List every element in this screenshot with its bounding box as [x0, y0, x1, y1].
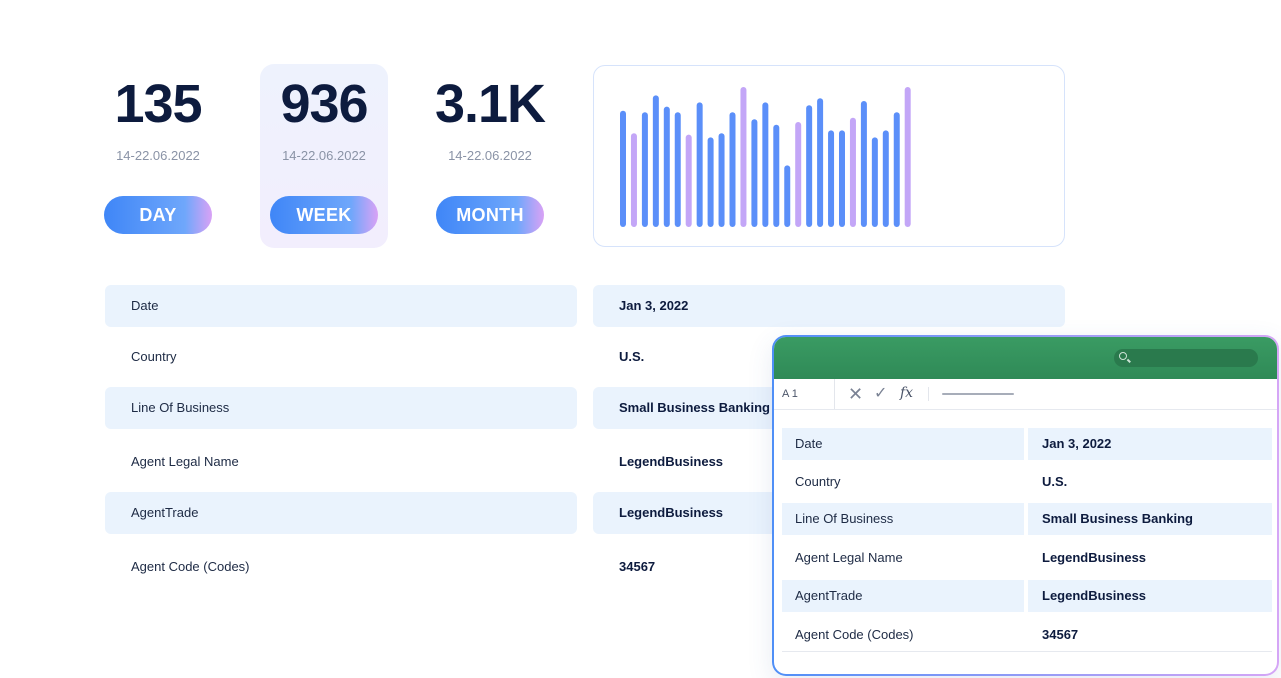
- cell-value[interactable]: LegendBusiness: [1042, 588, 1147, 603]
- chart-bar: [685, 134, 692, 227]
- stat-date-range: 14-22.06.2022: [448, 148, 532, 163]
- chart-bar: [871, 137, 878, 227]
- chart-bar: [641, 112, 648, 227]
- function-icon[interactable]: fx: [900, 385, 914, 401]
- row-value: Small Business Banking: [619, 400, 770, 415]
- cell-label[interactable]: Line Of Business: [795, 511, 894, 526]
- cell-value[interactable]: 34567: [1042, 627, 1079, 642]
- chart-bar: [839, 130, 845, 227]
- chart-bar: [674, 112, 681, 227]
- stat-card-month: 3.1K 14-22.06.2022 MONTH: [426, 64, 554, 248]
- row-value: Jan 3, 2022: [619, 298, 689, 313]
- chart-bar: [762, 102, 769, 227]
- row-value: 34567: [619, 559, 656, 574]
- sheet-row: Agent Legal Name LegendBusiness: [782, 542, 1272, 574]
- chart-bar: [828, 130, 835, 227]
- search-input[interactable]: [1114, 349, 1258, 367]
- chart-bar: [882, 130, 889, 227]
- stat-card-week: 936 14-22.06.2022 WEEK: [260, 64, 388, 248]
- row-label: Agent Code (Codes): [131, 559, 250, 574]
- cell-label[interactable]: Agent Legal Name: [795, 550, 903, 565]
- day-button[interactable]: DAY: [104, 196, 212, 234]
- chart-bar: [904, 87, 911, 227]
- table-row: Country U.S.: [105, 336, 1065, 378]
- chart-bar: [751, 119, 758, 227]
- chart-bar: [773, 124, 780, 227]
- chart-bar: [795, 122, 802, 227]
- divider: [834, 379, 835, 409]
- bar-chart-card: [593, 65, 1065, 247]
- spreadsheet-window: A 1 ✕ ✓ fx Date Jan 3, 2022 Country U.S.…: [772, 335, 1279, 676]
- spreadsheet-titlebar: [774, 337, 1277, 379]
- chart-bar: [620, 110, 626, 227]
- sheet-row: AgentTrade LegendBusiness: [782, 580, 1272, 612]
- cell-value[interactable]: U.S.: [1042, 474, 1068, 489]
- stat-date-range: 14-22.06.2022: [116, 148, 200, 163]
- chart-bar: [663, 106, 670, 227]
- cell-reference[interactable]: A 1: [782, 388, 798, 400]
- chart-bar: [740, 87, 747, 227]
- sheet-row: Agent Code (Codes) 34567: [782, 619, 1272, 652]
- chart-bar: [849, 117, 856, 227]
- cell-label[interactable]: Country: [795, 474, 841, 489]
- cell-label[interactable]: Agent Code (Codes): [795, 627, 914, 642]
- cell-value[interactable]: Jan 3, 2022: [1042, 436, 1112, 451]
- stat-value: 936: [280, 74, 368, 134]
- check-icon[interactable]: ✓: [874, 385, 888, 402]
- cell-label[interactable]: AgentTrade: [795, 588, 863, 603]
- row-value: U.S.: [619, 349, 645, 364]
- formula-input[interactable]: [942, 393, 1014, 395]
- sheet-row: Date Jan 3, 2022: [782, 428, 1272, 460]
- stat-date-range: 14-22.06.2022: [282, 148, 366, 163]
- chart-bar: [729, 112, 736, 227]
- chart-bar: [630, 133, 637, 227]
- chart-bar: [718, 133, 725, 227]
- row-label: Country: [131, 349, 177, 364]
- row-label: AgentTrade: [131, 505, 199, 520]
- cell-value[interactable]: LegendBusiness: [1042, 550, 1147, 565]
- sheet-row: Country U.S.: [782, 466, 1272, 498]
- row-value: LegendBusiness: [619, 505, 724, 520]
- chart-bar: [817, 98, 824, 227]
- sheet-row: Line Of Business Small Business Banking: [782, 503, 1272, 535]
- row-label: Date: [131, 298, 159, 313]
- chart-bar: [860, 101, 867, 227]
- stat-card-day: 135 14-22.06.2022 DAY: [94, 64, 222, 248]
- divider: [928, 387, 929, 401]
- row-value: LegendBusiness: [619, 454, 724, 469]
- chart-bar: [806, 105, 813, 227]
- row-label: Line Of Business: [131, 400, 230, 415]
- search-icon: [1119, 352, 1127, 360]
- chart-bar: [707, 137, 714, 227]
- stat-value: 3.1K: [434, 74, 546, 134]
- table-row: Date Jan 3, 2022: [105, 285, 1065, 327]
- bar-chart: [620, 87, 911, 228]
- row-label: Agent Legal Name: [131, 454, 239, 469]
- week-button[interactable]: WEEK: [270, 196, 378, 234]
- cell-value[interactable]: Small Business Banking: [1042, 511, 1193, 526]
- table-row: Agent Code (Codes) 34567: [105, 546, 1065, 588]
- chart-bar: [652, 95, 659, 228]
- chart-bar: [784, 165, 791, 227]
- chart-bar: [893, 112, 900, 227]
- table-row: Agent Legal Name LegendBusiness: [105, 441, 1065, 483]
- chart-bar: [696, 102, 703, 227]
- cancel-icon[interactable]: ✕: [848, 384, 864, 404]
- stat-value: 135: [114, 74, 202, 134]
- cell-label[interactable]: Date: [795, 436, 823, 451]
- month-button[interactable]: MONTH: [436, 196, 544, 234]
- formula-bar: A 1 ✕ ✓ fx: [774, 379, 1277, 410]
